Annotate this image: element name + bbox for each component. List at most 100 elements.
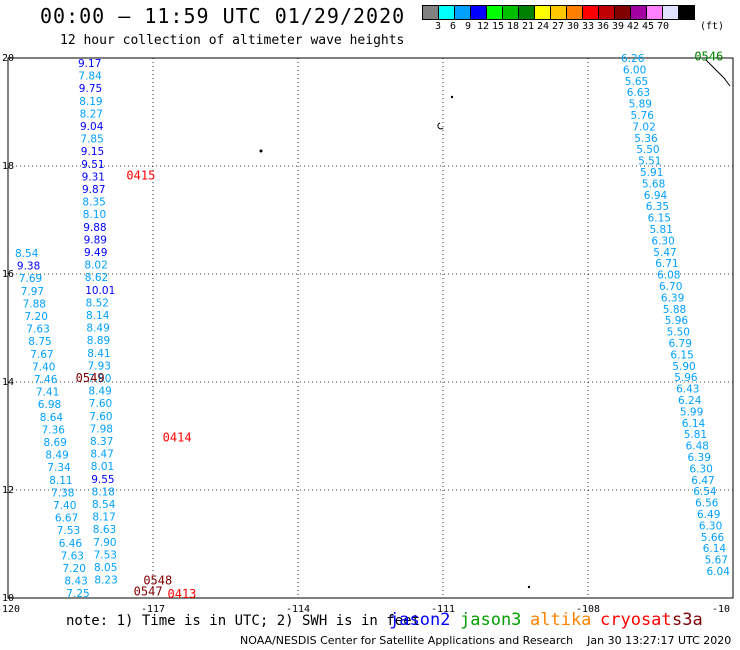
track-time-label: 0414 — [163, 430, 192, 444]
satellite-legend-item: jason3 — [460, 610, 522, 630]
wave-height-value: 7.34 — [47, 462, 71, 474]
wave-height-value: 8.27 — [80, 108, 103, 120]
wave-height-value: 6.79 — [669, 338, 692, 350]
wave-height-value: 6.04 — [707, 566, 731, 578]
wave-height-value: 5.68 — [642, 178, 665, 190]
wave-height-value: 5.81 — [684, 429, 707, 441]
island-dot — [450, 95, 454, 99]
color-scale-label: 33 — [581, 21, 595, 32]
longitude-label: -120 — [0, 604, 20, 615]
wave-height-value: 7.41 — [36, 387, 59, 399]
color-swatch — [583, 5, 599, 20]
axis-labels: -120 -117 -114 -111 -108 -10 20 18 16 14 12 10 — [0, 53, 730, 615]
wave-height-value: 8.41 — [87, 348, 110, 360]
wave-height-value: 5.36 — [634, 133, 658, 145]
map-frame — [7, 57, 734, 599]
longitude-label: -108 — [576, 604, 600, 615]
wave-height-value: 6.39 — [688, 452, 711, 464]
satellite-legend-item: cryosat — [600, 610, 672, 630]
wave-height-value: 6.08 — [657, 270, 680, 282]
color-swatch — [679, 5, 695, 20]
color-scale-label: 24 — [536, 21, 550, 32]
wave-height-value: 7.80 — [88, 373, 111, 385]
wave-height-value: 9.51 — [81, 159, 104, 171]
wave-height-value: 6.70 — [659, 281, 682, 293]
wave-height-value: 8.14 — [86, 310, 110, 322]
latitude-label: 10 — [2, 593, 14, 604]
wave-height-value: 9.88 — [83, 222, 106, 234]
wave-height-value: 6.54 — [693, 486, 717, 498]
graticule — [8, 58, 733, 598]
wave-height-value: 7.67 — [30, 349, 53, 361]
color-scale-label: 12 — [476, 21, 490, 32]
color-swatch — [551, 5, 567, 20]
wave-height-value: 7.69 — [19, 273, 42, 285]
wave-height-value: 8.37 — [90, 436, 113, 448]
color-scale-label: 36 — [596, 21, 610, 32]
wave-height-value: 5.88 — [663, 304, 686, 316]
wave-height-value: 6.39 — [661, 292, 684, 304]
wave-height-value: 5.96 — [674, 372, 698, 384]
wave-height-value: 6.67 — [55, 513, 78, 525]
wave-height-value: 7.53 — [57, 525, 80, 537]
wave-height-value: 8.35 — [82, 197, 105, 209]
wave-height-value: 7.38 — [51, 487, 74, 499]
wave-height-value: 8.63 — [93, 524, 116, 536]
latitude-label: 16 — [2, 269, 14, 280]
satellite-legend-item: s3a — [672, 610, 703, 630]
wave-height-value: 8.89 — [87, 335, 110, 347]
wave-height-value: 9.38 — [17, 261, 40, 273]
wave-height-value: 8.11 — [49, 475, 72, 487]
color-swatch — [471, 5, 487, 20]
wave-height-value: 8.52 — [86, 297, 109, 309]
wave-height-value: 5.90 — [672, 361, 695, 373]
color-swatch — [599, 5, 615, 20]
latitude-label: 12 — [2, 485, 14, 496]
island-dot — [259, 149, 263, 153]
wave-height-value: 8.17 — [92, 512, 115, 524]
color-swatch — [503, 5, 519, 20]
wave-height-value: 9.15 — [81, 146, 104, 158]
wave-height-value: 7.63 — [26, 324, 49, 336]
color-swatch — [615, 5, 631, 20]
color-scale — [422, 5, 695, 20]
longitude-label: -117 — [141, 604, 165, 615]
latitude-label: 18 — [2, 161, 14, 172]
wave-height-value: 9.87 — [82, 184, 105, 196]
wave-height-value: 7.90 — [93, 537, 116, 549]
wave-height-value: 6.30 — [689, 463, 712, 475]
wave-height-value: 7.60 — [89, 398, 112, 410]
wave-height-value: 8.19 — [79, 96, 102, 108]
color-swatch — [535, 5, 551, 20]
color-swatch — [487, 5, 503, 20]
wave-height-value: 7.02 — [632, 121, 655, 133]
wave-height-value: 8.23 — [94, 575, 117, 587]
color-scale-label: 70 — [656, 21, 670, 32]
wave-height-observations: 9.177.849.758.198.279.047.859.159.519.31… — [15, 53, 730, 600]
color-swatch — [439, 5, 455, 20]
color-scale-label: 9 — [464, 21, 472, 32]
track-time-label: 0415 — [126, 169, 155, 183]
wave-height-value: 5.99 — [680, 406, 703, 418]
color-scale-label: 3 — [434, 21, 442, 32]
wave-height-value: 6.48 — [686, 441, 709, 453]
track-time-label: 0547 — [134, 584, 163, 598]
wave-height-value: 7.93 — [88, 360, 111, 372]
wave-height-value: 9.49 — [84, 247, 107, 259]
wave-height-value: 7.97 — [21, 286, 44, 298]
wave-height-value: 6.94 — [644, 190, 668, 202]
wave-height-value: 8.64 — [40, 412, 64, 424]
color-swatch — [567, 5, 583, 20]
color-swatch — [663, 5, 679, 20]
wave-height-value: 8.05 — [94, 562, 117, 574]
wave-height-value: 6.56 — [695, 498, 719, 510]
wave-height-value: 9.89 — [84, 234, 107, 246]
wave-height-value: 6.98 — [38, 399, 61, 411]
wave-height-value: 8.01 — [91, 461, 114, 473]
wave-height-value: 7.20 — [63, 563, 86, 575]
wave-height-value: 8.10 — [83, 209, 106, 221]
chart-subtitle: 12 hour collection of altimeter wave hei… — [60, 33, 405, 48]
color-scale-label: 45 — [641, 21, 655, 32]
wave-height-value: 7.88 — [23, 298, 46, 310]
